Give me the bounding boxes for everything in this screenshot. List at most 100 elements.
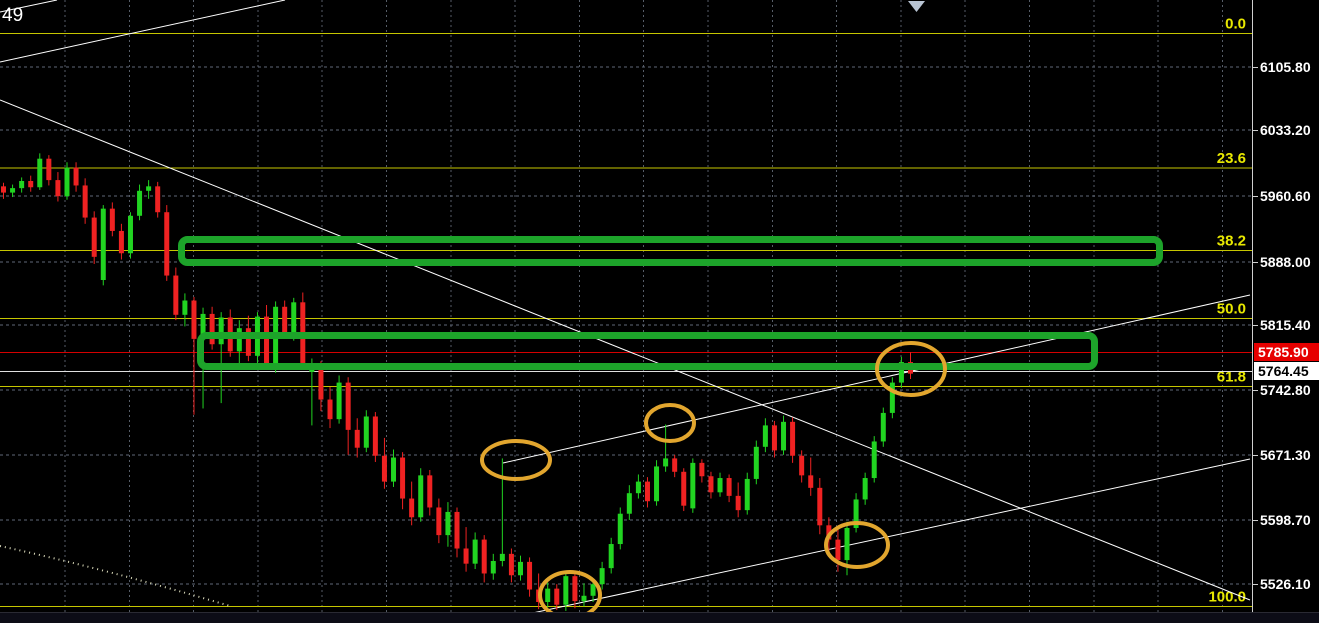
candle-body [218,317,224,345]
candle-body [626,493,632,514]
candle-body [654,466,660,502]
candle-body [19,180,25,189]
price-axis-label: 5526.10 [1260,576,1311,592]
bottom-strip [0,612,1319,623]
price-axis-label: 5815.40 [1260,317,1311,333]
candle-body [599,568,605,585]
axis-tick [1253,584,1258,585]
candle-body [844,527,850,561]
highlight-ellipse[interactable] [480,439,552,481]
candle-body [164,212,170,276]
candle-body [835,539,841,561]
dotted-trendline[interactable] [0,545,231,607]
fib-level-label: 0.0 [1225,16,1246,33]
candle-body [853,499,859,528]
candle-body [46,158,52,181]
candle-body [64,167,70,197]
highlight-ellipse[interactable] [644,403,696,443]
chart-corner-label: 49 [2,5,24,26]
candle-body [191,300,197,339]
candle-body [880,412,886,442]
trendline[interactable] [0,0,58,13]
candle-body [617,513,623,545]
trendline[interactable] [502,294,1251,464]
candle-body [10,188,16,193]
axis-tick [1253,325,1258,326]
axis-tick [1253,520,1258,521]
price-axis-panel[interactable]: 6105.80 6033.20 5960.60 5888.00 5815.40 5742.… [1252,0,1319,612]
candle-body [753,446,759,479]
candle-body [82,185,88,218]
candle-body [608,544,614,569]
candle-body [37,158,43,188]
candle-body [799,455,805,476]
candle-body [236,328,242,352]
candle-body [808,475,814,488]
fib-level-label: 38.2 [1217,233,1246,250]
level-price-tag: 5764.45 [1254,361,1319,380]
candle-body [726,478,732,496]
candle-body [282,306,288,334]
chart-plot-area[interactable]: 0.0 23.6 38.2 50.0 61.8 100.0 49 [0,0,1252,612]
candle-body [73,167,79,186]
candle-body [681,471,687,506]
candle-body [717,478,723,493]
candle-body [563,576,569,605]
candle-body [699,462,705,477]
candle-body [590,584,596,596]
candle-body [663,458,669,467]
candle-body [454,511,460,549]
price-axis-label: 6033.20 [1260,122,1311,138]
highlight-ellipse[interactable] [875,341,947,397]
axis-tick [1253,130,1258,131]
current-price-tag: 5785.90 [1254,343,1319,362]
price-axis-label: 5671.30 [1260,447,1311,463]
candle-body [354,429,360,448]
candle-body [744,478,750,511]
candle-body [581,595,587,602]
candle-body [137,190,143,216]
candle-body [527,561,533,590]
candle-body [445,511,451,536]
candle-body [372,416,378,456]
axis-tick [1253,196,1258,197]
price-axis-label: 5742.80 [1260,382,1311,398]
candle-body [400,457,406,499]
candle-body [871,441,877,479]
supply-demand-zone-box[interactable] [178,236,1163,266]
candle-body [572,576,578,602]
candle-body [345,382,351,430]
candle-body [1,186,6,193]
candle-body [463,548,469,564]
highlight-ellipse[interactable] [538,570,602,612]
supply-demand-zone-box[interactable] [197,332,1098,370]
candle-body [28,180,34,188]
candle-body [318,365,324,400]
axis-tick [1253,455,1258,456]
price-axis-label: 5960.60 [1260,188,1311,204]
candle-body [200,313,206,339]
price-axis-label: 6105.80 [1260,59,1311,75]
candle-body [291,302,297,334]
candle-body [635,481,641,494]
candle-body [508,553,514,576]
candle-body [173,275,179,315]
chart-shift-marker[interactable] [908,1,925,12]
candle-body [790,421,796,456]
axis-tick [1253,262,1258,263]
candle-body [817,487,823,526]
candle-body [109,208,115,231]
highlight-ellipse[interactable] [824,521,890,569]
candle-body [490,560,496,574]
fib-level-label: 50.0 [1217,301,1246,318]
candle-body [672,458,678,472]
candle-body [862,478,868,500]
candle-body [409,498,415,518]
trendline[interactable] [500,458,1251,612]
trendline[interactable] [0,0,286,63]
trendline[interactable] [0,99,1251,601]
fib-level-label: 61.8 [1217,369,1246,386]
chart-canvas: 0.0 23.6 38.2 50.0 61.8 100.0 [0,0,1252,612]
candle-body [381,455,387,482]
